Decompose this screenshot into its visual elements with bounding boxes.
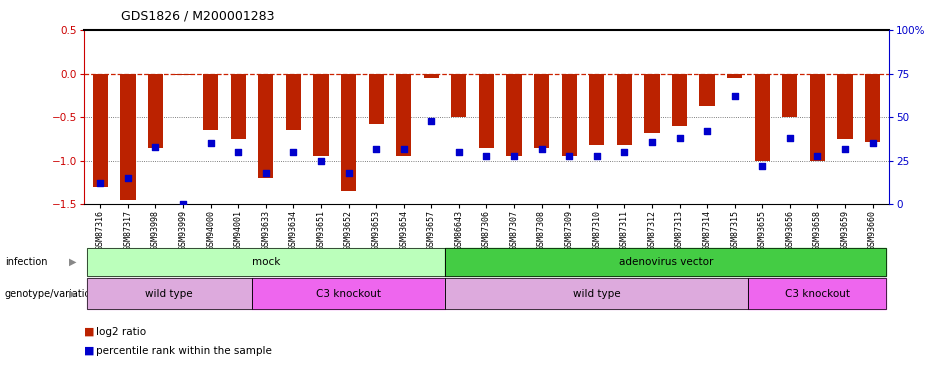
Text: C3 knockout: C3 knockout — [316, 289, 381, 299]
Bar — [424, 74, 439, 78]
Point — [286, 149, 301, 155]
Bar — [479, 74, 494, 148]
Point — [176, 201, 191, 207]
Text: C3 knockout: C3 knockout — [785, 289, 850, 299]
Point — [93, 180, 108, 186]
Point — [644, 139, 659, 145]
Text: log2 ratio: log2 ratio — [96, 327, 146, 337]
Point — [120, 175, 135, 181]
Bar — [810, 74, 825, 161]
Bar — [616, 74, 632, 145]
Bar — [203, 74, 218, 130]
Point — [672, 135, 687, 141]
Bar — [369, 74, 384, 124]
Point — [727, 93, 742, 99]
Bar — [837, 74, 853, 139]
Text: adenovirus vector: adenovirus vector — [618, 256, 713, 267]
Text: ▶: ▶ — [69, 289, 76, 299]
Bar — [452, 74, 466, 117]
Bar — [396, 74, 412, 156]
Point — [782, 135, 797, 141]
Point — [755, 163, 770, 169]
Point — [534, 146, 549, 152]
Point — [314, 158, 329, 164]
Bar — [561, 74, 577, 156]
Text: percentile rank within the sample: percentile rank within the sample — [96, 346, 272, 355]
Point — [341, 170, 356, 176]
Bar — [589, 74, 604, 145]
Bar — [534, 74, 549, 148]
Bar — [175, 74, 191, 75]
Point — [397, 146, 412, 152]
Bar — [644, 74, 659, 133]
Text: wild type: wild type — [145, 289, 193, 299]
Bar — [865, 74, 880, 142]
Bar — [506, 74, 521, 156]
Point — [561, 153, 576, 159]
Bar — [93, 74, 108, 187]
Point — [506, 153, 521, 159]
Point — [865, 140, 880, 146]
Point — [699, 128, 714, 134]
Bar — [727, 74, 742, 78]
Point — [838, 146, 853, 152]
Bar — [755, 74, 770, 161]
Bar — [148, 74, 163, 148]
Text: infection: infection — [5, 256, 47, 267]
Text: ■: ■ — [84, 327, 94, 337]
Text: ▶: ▶ — [69, 256, 76, 267]
Text: wild type: wild type — [573, 289, 621, 299]
Point — [479, 153, 493, 159]
Point — [259, 170, 274, 176]
Bar — [231, 74, 246, 139]
Bar — [782, 74, 798, 117]
Point — [810, 153, 825, 159]
Point — [424, 118, 439, 124]
Point — [369, 146, 384, 152]
Text: mock: mock — [251, 256, 280, 267]
Text: genotype/variation: genotype/variation — [5, 289, 97, 299]
Point — [203, 140, 218, 146]
Point — [589, 153, 604, 159]
Point — [231, 149, 246, 155]
Bar — [286, 74, 301, 130]
Point — [148, 144, 163, 150]
Bar — [341, 74, 357, 191]
Bar — [258, 74, 274, 178]
Bar — [699, 74, 715, 106]
Bar — [672, 74, 687, 126]
Text: GDS1826 / M200001283: GDS1826 / M200001283 — [121, 9, 275, 22]
Point — [617, 149, 632, 155]
Point — [452, 149, 466, 155]
Bar — [314, 74, 329, 156]
Text: ■: ■ — [84, 346, 94, 355]
Bar — [120, 74, 136, 200]
